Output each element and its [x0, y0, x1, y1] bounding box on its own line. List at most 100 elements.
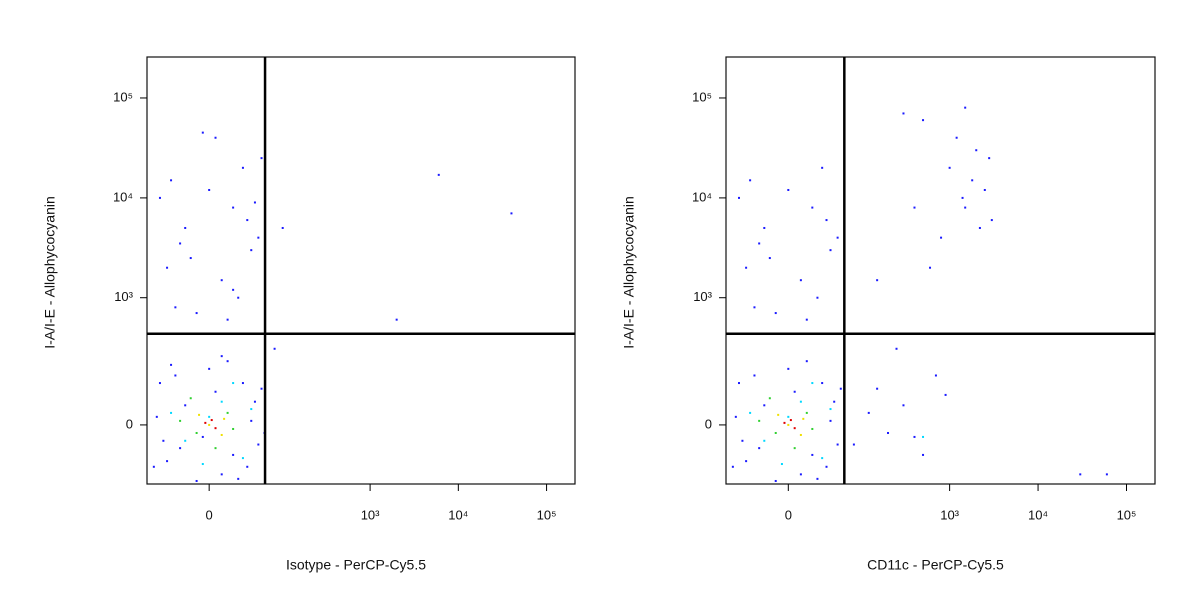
x-tick-label: 10⁴: [1028, 507, 1048, 522]
y-axis-label: I-A/I-E - Allophycocyanin: [621, 196, 637, 349]
y-tick-label: 10³: [693, 289, 712, 304]
y-tick-label: 10⁴: [113, 189, 133, 204]
event-dot: [964, 106, 967, 109]
event-dot: [232, 427, 235, 430]
x-tick-label: 10⁴: [448, 507, 468, 522]
event-dot: [189, 397, 192, 400]
event-dot: [260, 157, 263, 160]
y-tick-label: 10⁴: [692, 189, 712, 204]
event-dot: [763, 439, 766, 442]
event-dot: [749, 411, 752, 414]
event-dot: [174, 374, 177, 377]
event-dot: [793, 427, 796, 430]
event-dot: [1079, 473, 1082, 476]
event-dot: [214, 447, 217, 450]
event-dot: [955, 136, 958, 139]
event-dot: [220, 355, 223, 358]
event-dot: [811, 206, 814, 209]
event-dot: [799, 473, 802, 476]
event-dot: [223, 417, 226, 420]
event-dot: [195, 479, 198, 482]
event-dot: [990, 219, 993, 222]
event-dot: [876, 387, 879, 390]
event-dot: [257, 236, 260, 239]
y-tick-label: 10⁵: [692, 89, 712, 104]
event-dot: [780, 463, 783, 466]
event-dot: [787, 415, 790, 418]
event-dot: [226, 411, 229, 414]
event-dot: [802, 417, 805, 420]
x-tick-label: 10³: [361, 507, 380, 522]
event-dot: [805, 318, 808, 321]
event-dot: [964, 206, 967, 209]
x-axis-label: CD11c - PerCP-Cy5.5: [867, 557, 1004, 573]
event-dot: [170, 363, 173, 366]
event-dot: [768, 257, 771, 260]
event-dot: [836, 236, 839, 239]
event-dot: [902, 404, 905, 407]
event-dot: [1105, 473, 1108, 476]
event-dot: [774, 312, 777, 315]
x-tick-label: 10⁵: [537, 507, 557, 522]
event-dot: [232, 382, 235, 385]
event-dot: [281, 226, 284, 229]
event-dot: [975, 149, 978, 152]
event-dot: [922, 453, 925, 456]
event-dot: [241, 166, 244, 169]
event-dot: [777, 413, 780, 416]
event-dot: [753, 374, 756, 377]
event-dot: [232, 453, 235, 456]
event-dot: [201, 131, 204, 134]
event-dot: [220, 473, 223, 476]
event-dot: [170, 411, 173, 414]
event-dot: [929, 266, 932, 269]
event-dot: [745, 460, 748, 463]
event-dot: [166, 460, 169, 463]
event-dot: [741, 439, 744, 442]
event-dot: [226, 318, 229, 321]
event-dot: [922, 435, 925, 438]
event-dot: [220, 433, 223, 436]
event-dot: [241, 382, 244, 385]
y-tick-label: 10⁵: [113, 89, 133, 104]
event-dot: [155, 415, 158, 418]
event-dot: [220, 279, 223, 282]
event-dot: [201, 463, 204, 466]
event-dot: [253, 400, 256, 403]
event-dot: [940, 236, 943, 239]
plot-frame: [146, 56, 576, 485]
event-dot: [237, 296, 240, 299]
event-dot: [922, 119, 925, 122]
event-dot: [246, 465, 249, 468]
event-dot: [731, 465, 734, 468]
event-dot: [913, 435, 916, 438]
event-dot: [821, 457, 824, 460]
event-dot: [170, 179, 173, 182]
event-dot: [758, 447, 761, 450]
event-dot: [749, 179, 752, 182]
event-dot: [204, 421, 207, 424]
plot-frame: [725, 56, 1156, 485]
event-dot: [816, 477, 819, 480]
event-dot: [220, 400, 223, 403]
event-dot: [821, 166, 824, 169]
event-dot: [829, 419, 832, 422]
event-dot: [816, 296, 819, 299]
event-dot: [799, 279, 802, 282]
event-dot: [152, 465, 155, 468]
event-dot: [246, 219, 249, 222]
event-dot: [226, 360, 229, 363]
y-axis-label: I-A/I-E - Allophycocyanin: [42, 196, 58, 349]
event-dot: [208, 423, 211, 426]
event-dot: [895, 347, 898, 350]
plot: [731, 106, 1108, 482]
event-dot: [273, 347, 276, 350]
event-dot: [944, 393, 947, 396]
x-tick-label: 0: [785, 507, 792, 522]
event-dot: [208, 367, 211, 370]
event-dot: [250, 419, 253, 422]
event-dot: [961, 196, 964, 199]
event-dot: [934, 374, 937, 377]
event-dot: [821, 382, 824, 385]
event-dot: [774, 479, 777, 482]
